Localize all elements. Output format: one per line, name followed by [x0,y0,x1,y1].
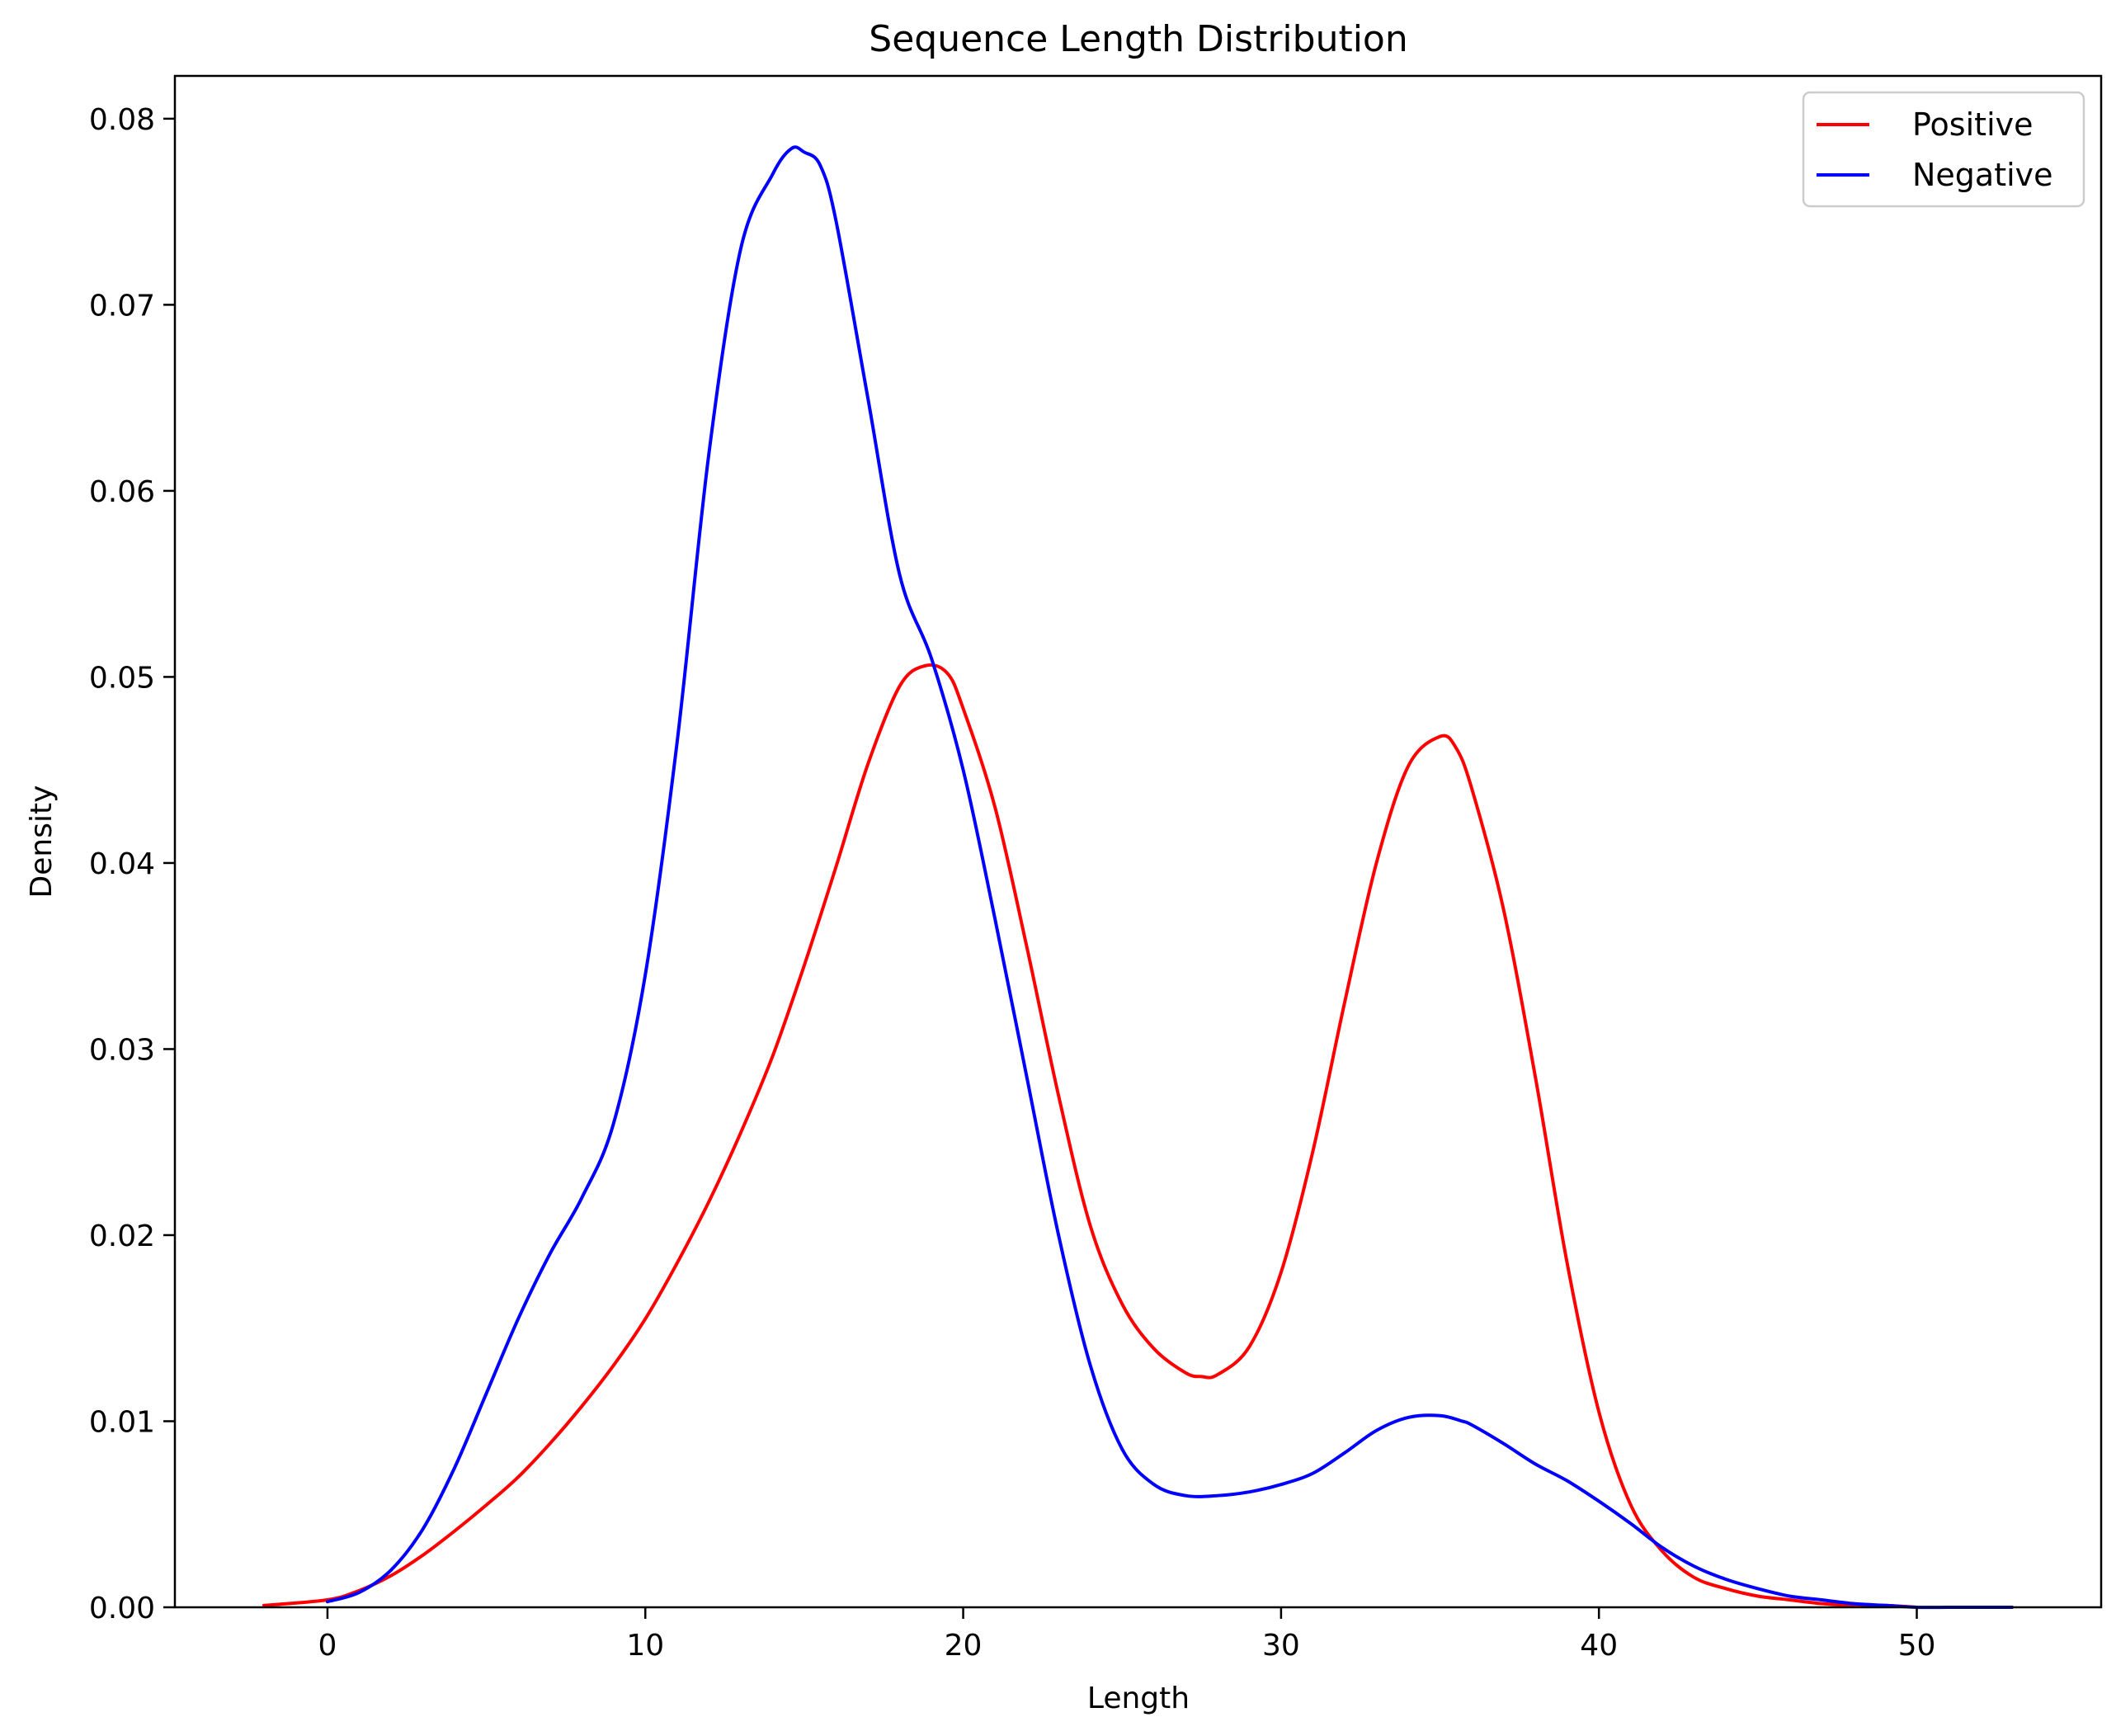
y-tick-label: 0.00 [89,1592,155,1625]
chart-title: Sequence Length Distribution [869,18,1407,60]
x-axis: 0 10 20 30 40 50 [318,1607,1935,1663]
x-tick-label: 20 [945,1629,983,1663]
y-axis-label: Density [25,785,59,899]
series-layer [262,145,2015,1610]
legend-label-negative: Negative [1912,157,2053,193]
y-tick-label: 0.03 [89,1033,155,1067]
y-tick-label: 0.01 [89,1405,155,1439]
y-tick-label: 0.08 [89,103,155,137]
x-tick-label: 0 [318,1629,337,1663]
legend: Positive Negative [1802,91,2085,208]
y-tick-label: 0.02 [89,1219,155,1253]
x-tick-label: 10 [626,1629,664,1663]
plot-area [173,74,2103,1610]
legend-box [1802,91,2085,208]
x-tick-label: 40 [1580,1629,1618,1663]
y-tick-label: 0.06 [89,475,155,509]
series-line-negative [325,145,2015,1610]
x-tick-label: 50 [1898,1629,1936,1663]
x-axis-label: Length [1087,1682,1190,1715]
y-tick-label: 0.04 [89,847,155,881]
legend-label-positive: Positive [1912,106,2034,143]
x-tick-label: 30 [1262,1629,1300,1663]
y-tick-label: 0.07 [89,289,155,323]
plot-frame [173,74,2103,1609]
y-tick-label: 0.05 [89,661,155,695]
y-axis: 0.00 0.01 0.02 0.03 0.04 0.05 0.06 0.07 0.08 [89,103,175,1625]
series-line-positive [262,663,1919,1609]
